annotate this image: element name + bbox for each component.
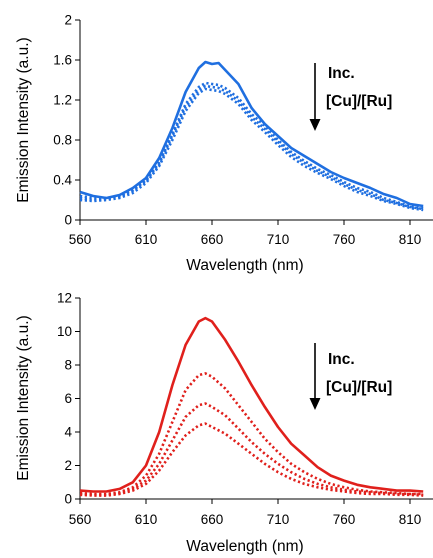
top-annotation-line-2: [Cu]/[Ru] [326,93,392,110]
bottom-y-tick-label: 10 [57,324,72,339]
bottom-y-tick-label: 0 [64,492,72,507]
bottom-y-tick-label: 8 [64,358,72,373]
bottom-x-tick-label: 660 [201,512,224,527]
top-arrow-head-icon [309,119,321,131]
bottom-y-tick-label: 6 [64,391,72,406]
top-x-tick-label: 560 [69,232,92,247]
bottom-series-line-1 [79,316,424,493]
top-x-tick-label: 710 [267,232,290,247]
top-y-tick-label: 0.4 [53,173,72,188]
top-y-tick-label: 0.8 [53,133,72,148]
bottom-x-tick-label: 560 [69,512,92,527]
bottom-series-line-4 [79,422,424,497]
bottom-annotation-line-1: Inc. [328,351,355,368]
top-y-tick-label: 2 [64,13,72,28]
bottom-series-line-3 [79,402,424,497]
bottom-y-tick-label: 2 [64,458,72,473]
top-ticks [75,19,411,225]
bottom-annotation-line-2: [Cu]/[Ru] [326,379,392,396]
top-x-tick-label: 760 [333,232,356,247]
bottom-x-tick-label: 610 [135,512,158,527]
bottom-x-tick-label: 760 [333,512,356,527]
bottom-series [79,316,424,497]
top-annotation-line-1: Inc. [328,65,355,82]
bottom-y-axis-label: Emission Intensity (a.u.) [15,315,32,480]
bottom-x-tick-label: 810 [399,512,422,527]
bottom-x-axis-label: Wavelength (nm) [186,538,303,555]
top-series-line-3 [79,84,424,211]
top-series-line-1 [79,60,424,208]
bottom-series-line-2 [79,372,424,496]
top-x-tick-label: 660 [201,232,224,247]
bottom-ticks [75,297,411,504]
top-panel: 2 1.6 1.2 0.8 0.4 0 560 610 660 710 760 … [15,13,433,274]
top-series [79,60,424,212]
top-x-tick-label: 610 [135,232,158,247]
bottom-panel: 12 10 8 6 4 2 0 560 610 660 710 760 810 … [15,291,433,555]
bottom-arrow-head-icon [309,398,321,410]
bottom-y-tick-label: 4 [64,425,72,440]
top-x-axis-label: Wavelength (nm) [186,257,303,274]
bottom-x-tick-label: 710 [267,512,290,527]
top-y-tick-label: 1.2 [53,93,72,108]
bottom-y-tick-label: 12 [57,291,72,306]
top-series-line-4 [79,87,424,212]
top-x-tick-label: 810 [399,232,422,247]
top-y-tick-label: 0 [64,213,72,228]
top-y-axis-label: Emission Intensity (a.u.) [15,37,32,202]
top-y-tick-label: 1.6 [53,53,72,68]
